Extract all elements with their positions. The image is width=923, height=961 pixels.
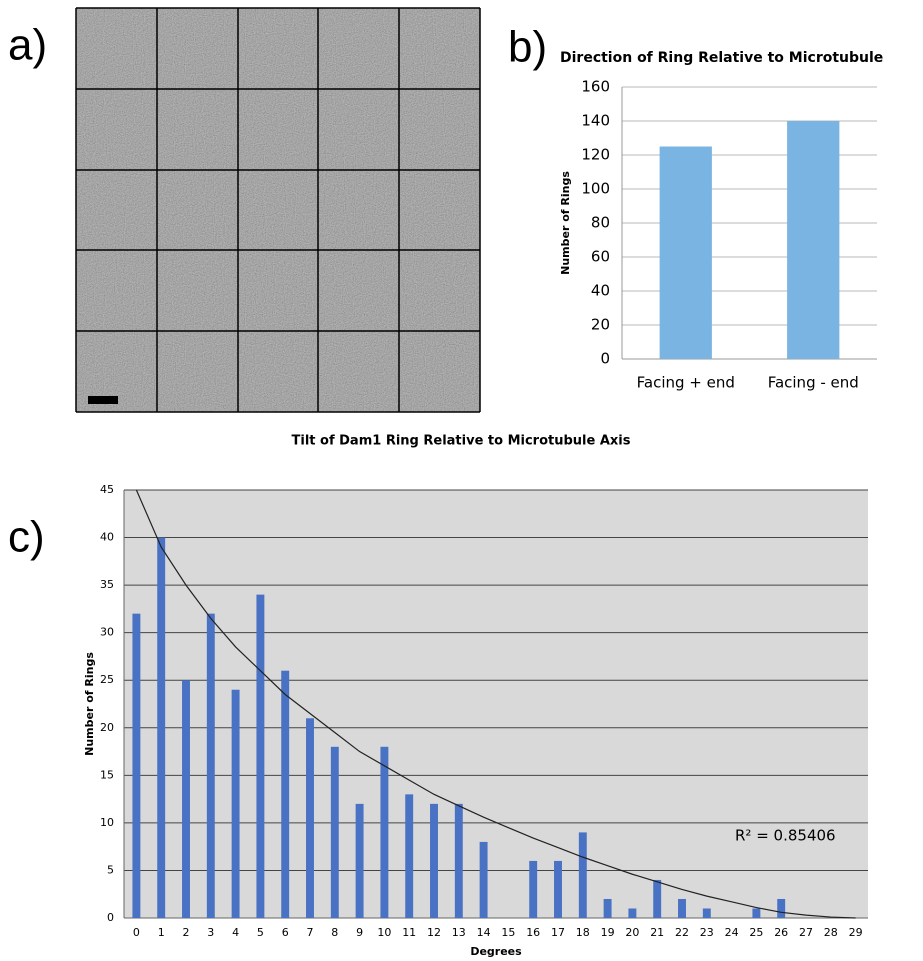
- bar: [529, 860, 538, 918]
- x-tick-label: 14: [477, 926, 491, 939]
- bar: [281, 670, 290, 918]
- x-tick-label: 0: [133, 926, 140, 939]
- x-tick-label: 17: [551, 926, 565, 939]
- y-axis-label: Number of Rings: [83, 652, 96, 756]
- x-tick-label: Facing + end: [637, 374, 735, 392]
- panel-label: b): [508, 23, 547, 72]
- scale-bar: [88, 396, 118, 404]
- bar: [231, 689, 240, 918]
- trendline: [135, 489, 856, 919]
- y-tick-label: 160: [581, 78, 610, 96]
- micrograph-grid: [75, 7, 481, 413]
- x-axis-label: Degrees: [470, 945, 522, 958]
- y-tick-label: 25: [100, 673, 114, 686]
- x-tick-label: 26: [774, 926, 788, 939]
- y-tick-label: 120: [581, 146, 610, 164]
- y-tick-label: 5: [107, 863, 114, 876]
- y-tick-label: 20: [100, 721, 114, 734]
- bar: [405, 794, 414, 918]
- y-tick-label: 100: [581, 180, 610, 198]
- bar: [206, 613, 215, 918]
- plot-area: [124, 490, 868, 918]
- y-tick-label: 60: [591, 248, 610, 266]
- y-tick-label: 80: [591, 214, 610, 232]
- x-tick-label: 23: [700, 926, 714, 939]
- x-tick-label: 13: [452, 926, 466, 939]
- y-tick-label: 45: [100, 483, 114, 496]
- x-tick-label: 4: [232, 926, 239, 939]
- x-tick-label: 15: [501, 926, 515, 939]
- x-tick-label: 25: [749, 926, 763, 939]
- x-tick-label: 5: [257, 926, 264, 939]
- x-tick-label: 9: [356, 926, 363, 939]
- grid-borders: [75, 7, 481, 413]
- x-tick-label: 1: [158, 926, 165, 939]
- x-tick-label: Facing - end: [768, 374, 859, 392]
- x-tick-label: 24: [725, 926, 739, 939]
- bar: [306, 718, 314, 918]
- y-tick-label: 35: [100, 578, 114, 591]
- bar: [430, 803, 438, 918]
- y-tick-label: 0: [107, 911, 114, 924]
- bar: [777, 898, 786, 918]
- bar: [380, 746, 389, 918]
- chart-title: Direction of Ring Relative to Microtubul…: [560, 50, 883, 66]
- y-tick-label: 0: [600, 350, 610, 368]
- x-tick-label: 27: [799, 926, 813, 939]
- bar: [454, 803, 463, 918]
- micrograph-texture: [76, 8, 480, 412]
- bar: [653, 879, 662, 918]
- bar: [752, 908, 761, 918]
- y-tick-label: 30: [100, 626, 114, 639]
- y-tick-label: 40: [591, 282, 610, 300]
- bar: [479, 841, 488, 918]
- x-tick-label: 11: [402, 926, 416, 939]
- bar: [578, 832, 587, 918]
- bar: [628, 908, 637, 918]
- x-tick-label: 20: [625, 926, 639, 939]
- bar: [554, 860, 562, 918]
- bar: [787, 121, 840, 359]
- bar: [330, 746, 339, 918]
- x-tick-label: 19: [601, 926, 615, 939]
- x-tick-label: 29: [849, 926, 863, 939]
- bar: [603, 898, 612, 918]
- x-tick-label: 16: [526, 926, 540, 939]
- panel-label: a): [8, 21, 47, 70]
- y-tick-label: 20: [591, 316, 610, 334]
- y-tick-label: 15: [100, 768, 114, 781]
- bar: [157, 537, 166, 918]
- y-tick-label: 40: [100, 531, 114, 544]
- y-tick-label: 10: [100, 816, 114, 829]
- bar: [355, 803, 364, 918]
- x-tick-label: 6: [282, 926, 289, 939]
- x-tick-label: 2: [183, 926, 190, 939]
- bar: [256, 594, 265, 918]
- annotation: R² = 0.85406: [735, 827, 836, 845]
- chart-title: Tilt of Dam1 Ring Relative to Microtubul…: [292, 434, 631, 449]
- x-tick-label: 8: [331, 926, 338, 939]
- y-axis-label: Number of Rings: [559, 171, 572, 275]
- x-tick-label: 18: [576, 926, 590, 939]
- x-tick-label: 21: [650, 926, 664, 939]
- x-tick-label: 28: [824, 926, 838, 939]
- x-tick-label: 12: [427, 926, 441, 939]
- bar: [182, 680, 190, 918]
- bar: [132, 613, 141, 918]
- bar: [678, 898, 686, 918]
- x-tick-label: 10: [377, 926, 391, 939]
- bar: [659, 146, 712, 359]
- panel-label: c): [8, 513, 45, 562]
- bar: [702, 908, 711, 918]
- y-tick-label: 140: [581, 112, 610, 130]
- x-tick-label: 7: [307, 926, 314, 939]
- x-tick-label: 3: [207, 926, 214, 939]
- x-tick-label: 22: [675, 926, 689, 939]
